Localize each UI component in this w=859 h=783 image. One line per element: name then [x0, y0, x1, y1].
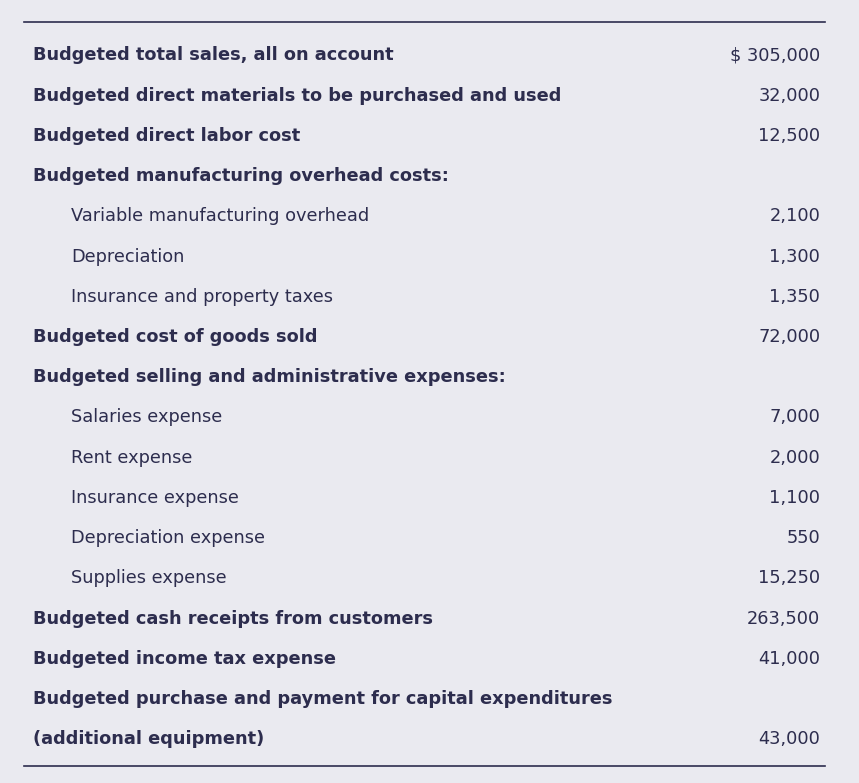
Text: Depreciation expense: Depreciation expense [71, 529, 265, 547]
Text: 72,000: 72,000 [758, 328, 820, 346]
Text: 550: 550 [787, 529, 820, 547]
Text: Budgeted total sales, all on account: Budgeted total sales, all on account [33, 46, 393, 64]
Text: 1,100: 1,100 [770, 489, 820, 507]
Text: Insurance and property taxes: Insurance and property taxes [71, 288, 333, 306]
Text: Budgeted income tax expense: Budgeted income tax expense [33, 650, 336, 668]
Text: 12,500: 12,500 [758, 127, 820, 145]
Text: Insurance expense: Insurance expense [71, 489, 239, 507]
Text: Rent expense: Rent expense [71, 449, 192, 467]
Text: 41,000: 41,000 [758, 650, 820, 668]
Text: Variable manufacturing overhead: Variable manufacturing overhead [71, 207, 369, 226]
Text: Budgeted direct materials to be purchased and used: Budgeted direct materials to be purchase… [33, 87, 561, 105]
Text: Budgeted cash receipts from customers: Budgeted cash receipts from customers [33, 610, 433, 628]
Text: Budgeted manufacturing overhead costs:: Budgeted manufacturing overhead costs: [33, 167, 448, 185]
Text: Budgeted cost of goods sold: Budgeted cost of goods sold [33, 328, 317, 346]
Text: Budgeted purchase and payment for capital expenditures: Budgeted purchase and payment for capita… [33, 690, 612, 708]
Text: $ 305,000: $ 305,000 [730, 46, 820, 64]
Text: Supplies expense: Supplies expense [71, 569, 227, 587]
Text: Salaries expense: Salaries expense [71, 409, 222, 427]
Text: 7,000: 7,000 [770, 409, 820, 427]
Text: 2,100: 2,100 [770, 207, 820, 226]
Text: 1,350: 1,350 [770, 288, 820, 306]
Text: 15,250: 15,250 [758, 569, 820, 587]
Text: Budgeted direct labor cost: Budgeted direct labor cost [33, 127, 300, 145]
Text: 2,000: 2,000 [770, 449, 820, 467]
Text: 32,000: 32,000 [758, 87, 820, 105]
Text: (additional equipment): (additional equipment) [33, 731, 264, 749]
Text: 43,000: 43,000 [758, 731, 820, 749]
Text: 263,500: 263,500 [747, 610, 820, 628]
Text: 1,300: 1,300 [770, 247, 820, 265]
Text: Depreciation: Depreciation [71, 247, 185, 265]
Text: Budgeted selling and administrative expenses:: Budgeted selling and administrative expe… [33, 368, 505, 386]
